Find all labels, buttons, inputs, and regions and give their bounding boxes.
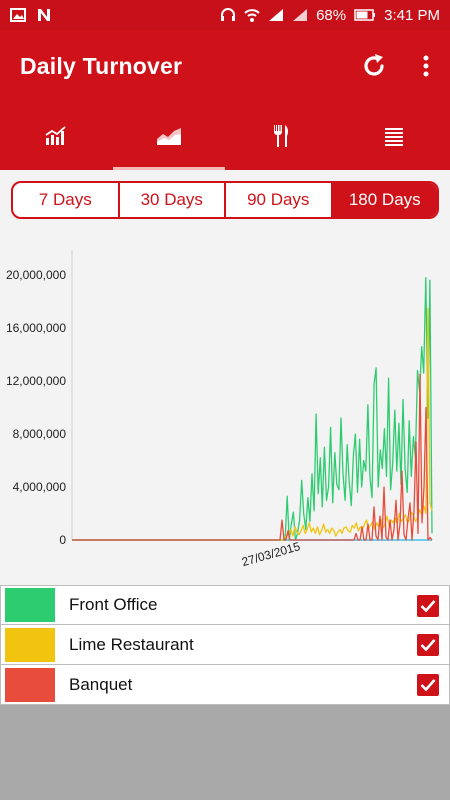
front-office-checkbox[interactable] bbox=[417, 595, 439, 617]
app-bar: Daily Turnover bbox=[0, 30, 450, 102]
legend-row-lime-restaurant[interactable]: Lime Restaurant bbox=[0, 625, 450, 665]
legend-label: Banquet bbox=[69, 674, 133, 694]
range-180-days[interactable]: 180 Days bbox=[332, 183, 437, 217]
refresh-icon bbox=[364, 54, 384, 76]
legend-label: Lime Restaurant bbox=[69, 634, 194, 654]
legend-label: Front Office bbox=[69, 595, 158, 614]
clock: 3:41 PM bbox=[384, 6, 440, 24]
refresh-button[interactable] bbox=[354, 46, 394, 86]
y-tick-label: 0 bbox=[59, 533, 66, 547]
legend-row-front-office[interactable]: Front Office bbox=[0, 585, 450, 625]
area-chart-icon bbox=[156, 128, 181, 145]
range-30-days[interactable]: 30 Days bbox=[120, 183, 226, 217]
series-line-banquet bbox=[72, 373, 433, 541]
check-icon bbox=[420, 600, 436, 613]
status-bar: 68% 3:41 PM bbox=[0, 0, 450, 30]
range-7-days[interactable]: 7 Days bbox=[13, 183, 120, 217]
legend-swatch bbox=[5, 627, 55, 662]
overflow-menu-button[interactable] bbox=[416, 46, 436, 86]
n-notification-icon bbox=[38, 9, 50, 21]
bar-chart-icon bbox=[45, 126, 66, 145]
gallery-icon bbox=[10, 8, 26, 22]
legend: Front Office Lime Restaurant Banquet bbox=[0, 585, 450, 705]
y-tick-label: 20,000,000 bbox=[6, 268, 66, 282]
fork-knife-icon bbox=[274, 125, 289, 147]
range-selector: 7 Days 30 Days 90 Days 180 Days bbox=[11, 181, 439, 219]
legend-swatch bbox=[5, 667, 55, 702]
tab-area-chart[interactable] bbox=[112, 102, 226, 170]
chart-panel: 7 Days 30 Days 90 Days 180 Days 0 4,000,0… bbox=[0, 170, 450, 585]
check-icon bbox=[420, 639, 436, 652]
series-line-lime-restaurant bbox=[72, 307, 433, 541]
signal-icon bbox=[269, 9, 284, 21]
tab-bar-chart[interactable] bbox=[0, 102, 113, 170]
x-tick-label: 27/03/2015 bbox=[240, 539, 302, 569]
headphones-icon bbox=[221, 8, 236, 21]
more-vert-icon bbox=[423, 55, 429, 77]
tab-list[interactable] bbox=[338, 102, 450, 170]
turnover-chart[interactable]: 0 4,000,000 8,000,000 12,000,000 16,000,000 2… bbox=[0, 240, 450, 580]
banquet-checkbox[interactable] bbox=[417, 674, 439, 696]
tab-restaurant[interactable] bbox=[225, 102, 338, 170]
check-icon bbox=[420, 679, 436, 692]
y-tick-label: 12,000,000 bbox=[6, 374, 66, 388]
legend-swatch bbox=[5, 588, 55, 622]
series-line-front-office bbox=[72, 276, 433, 541]
y-tick-label: 8,000,000 bbox=[13, 427, 67, 441]
list-icon bbox=[384, 128, 403, 146]
y-tick-label: 16,000,000 bbox=[6, 321, 66, 335]
y-tick-label: 4,000,000 bbox=[13, 480, 67, 494]
wifi-icon bbox=[244, 9, 260, 22]
lime-restaurant-checkbox[interactable] bbox=[417, 634, 439, 656]
range-90-days[interactable]: 90 Days bbox=[226, 183, 333, 217]
legend-row-banquet[interactable]: Banquet bbox=[0, 665, 450, 705]
battery-percent: 68% bbox=[316, 6, 347, 24]
tab-bar bbox=[0, 102, 450, 170]
page-title: Daily Turnover bbox=[20, 52, 183, 79]
signal-2-icon bbox=[293, 9, 308, 21]
battery-icon bbox=[354, 9, 376, 21]
